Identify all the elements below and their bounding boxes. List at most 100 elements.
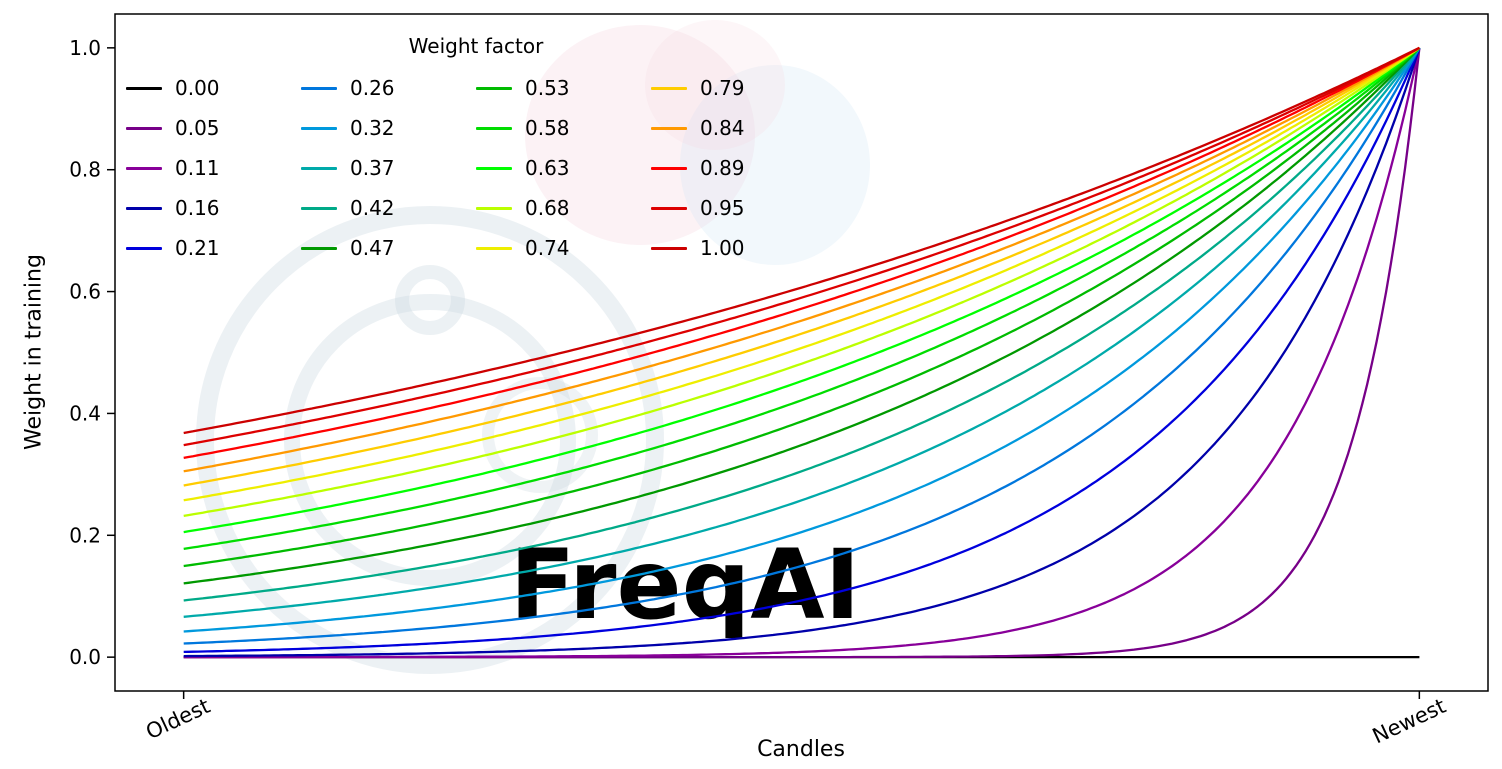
plot-border: [114, 13, 1489, 692]
legend-item-0.16: 0.16: [126, 196, 301, 220]
curve-factor-0.95: [183, 46, 1420, 447]
curve-factor-0.84: [183, 46, 1420, 473]
legend-item-0.32: 0.32: [301, 116, 476, 140]
x-tick-label-newest: Newest: [1369, 694, 1450, 749]
curve-factor-0.37: [183, 47, 1421, 618]
curve-factor-0.42: [183, 47, 1421, 602]
y-tick-label: 0.0: [69, 645, 101, 669]
x-tick-label-oldest: Oldest: [142, 694, 214, 744]
legend-label: 0.79: [700, 76, 745, 100]
legend-item-0.11: 0.11: [126, 156, 301, 180]
legend-line-swatch: [126, 86, 162, 90]
legend-item-0.37: 0.37: [301, 156, 476, 180]
legend-item-0.00: 0.00: [126, 76, 301, 100]
curve-factor-0.16: [183, 47, 1421, 658]
curve-factor-0.79: [183, 46, 1420, 487]
watermark-logo-inner-circle: [284, 294, 576, 586]
legend-label: 0.16: [175, 196, 220, 220]
legend-line-swatch: [476, 126, 512, 130]
legend-label: 0.00: [175, 76, 220, 100]
freqai-watermark: FreqAI: [196, 20, 870, 674]
legend-line-swatch: [126, 126, 162, 130]
legend-line-swatch: [126, 246, 162, 250]
legend-label: 0.47: [350, 236, 395, 260]
x-axis-label: Candles: [757, 737, 845, 762]
legend-item-0.79: 0.79: [651, 76, 826, 100]
legend-item-0.84: 0.84: [651, 116, 826, 140]
legend-label: 0.95: [700, 196, 745, 220]
legend-label: 0.53: [525, 76, 570, 100]
curve-factor-0.21: [183, 47, 1421, 654]
legend-line-swatch: [301, 206, 337, 210]
curve-factor-0.89: [183, 46, 1420, 460]
legend-item-1.00: 1.00: [651, 236, 826, 260]
legend-label: 0.58: [525, 116, 570, 140]
legend-label: 0.74: [525, 236, 570, 260]
legend-item-0.53: 0.53: [476, 76, 651, 100]
legend: Weight factor 0.00 0.05 0.11 0.16 0.21 0.26 0.…: [126, 34, 826, 268]
y-axis-label: Weight in training: [21, 254, 47, 450]
legend-line-swatch: [301, 166, 337, 170]
curve-factor-0.74: [183, 46, 1421, 502]
legend-line-swatch: [651, 206, 687, 210]
curve-factor-0.26: [183, 47, 1421, 645]
legend-item-0.74: 0.74: [476, 236, 651, 260]
legend-label: 0.42: [350, 196, 395, 220]
curve-factor-0.68: [183, 46, 1421, 518]
y-tick-label: 0.6: [69, 280, 101, 304]
legend-line-swatch: [651, 86, 687, 90]
legend-item-0.05: 0.05: [126, 116, 301, 140]
legend-label: 0.26: [350, 76, 395, 100]
curve-factor-0.32: [183, 47, 1421, 633]
curve-factor-0.58: [183, 47, 1421, 551]
legend-line-swatch: [651, 166, 687, 170]
legend-item-0.95: 0.95: [651, 196, 826, 220]
watermark-logo-crown-circle: [395, 265, 465, 335]
legend-line-swatch: [476, 166, 512, 170]
legend-item-0.26: 0.26: [301, 76, 476, 100]
watermark-petal-pink-small: [645, 20, 785, 150]
watermark-logo-outer-circle: [196, 206, 664, 674]
legend-line-swatch: [301, 86, 337, 90]
legend-label: 0.32: [350, 116, 395, 140]
legend-label: 0.11: [175, 156, 220, 180]
legend-label: 0.84: [700, 116, 745, 140]
legend-item-0.89: 0.89: [651, 156, 826, 180]
curve-factor-0.47: [183, 47, 1421, 585]
legend-item-0.58: 0.58: [476, 116, 651, 140]
legend-item-0.63: 0.63: [476, 156, 651, 180]
legend-line-swatch: [126, 166, 162, 170]
legend-label: 0.89: [700, 156, 745, 180]
legend-line-swatch: [476, 86, 512, 90]
legend-label: 0.63: [525, 156, 570, 180]
curve-factor-1.00: [183, 46, 1420, 435]
y-tick-label: 0.8: [69, 158, 101, 182]
legend-label: 0.05: [175, 116, 220, 140]
legend-line-swatch: [476, 206, 512, 210]
y-tick-label: 0.4: [69, 401, 101, 425]
legend-item-0.68: 0.68: [476, 196, 651, 220]
legend-title: Weight factor: [408, 34, 544, 58]
legend-line-swatch: [651, 126, 687, 130]
legend-label: 0.37: [350, 156, 395, 180]
legend-grid: 0.00 0.05 0.11 0.16 0.21 0.26 0.32 0.37 0.42 0.47…: [126, 68, 826, 268]
watermark-petal-pink: [525, 25, 755, 245]
legend-item-0.42: 0.42: [301, 196, 476, 220]
curve-factor-0.63: [183, 46, 1421, 534]
y-tick-label: 1.0: [69, 36, 101, 60]
legend-line-swatch: [126, 206, 162, 210]
legend-line-swatch: [301, 246, 337, 250]
legend-item-0.21: 0.21: [126, 236, 301, 260]
plot-curves: [183, 46, 1421, 659]
y-tick-label: 0.2: [69, 523, 101, 547]
legend-line-swatch: [651, 246, 687, 250]
legend-line-swatch: [476, 246, 512, 250]
legend-line-swatch: [301, 126, 337, 130]
curve-factor-0.53: [183, 47, 1421, 568]
curve-factor-0.11: [183, 47, 1421, 659]
watermark-petal-blue: [680, 65, 870, 265]
watermark-text: FreqAI: [510, 529, 861, 641]
legend-label: 0.68: [525, 196, 570, 220]
